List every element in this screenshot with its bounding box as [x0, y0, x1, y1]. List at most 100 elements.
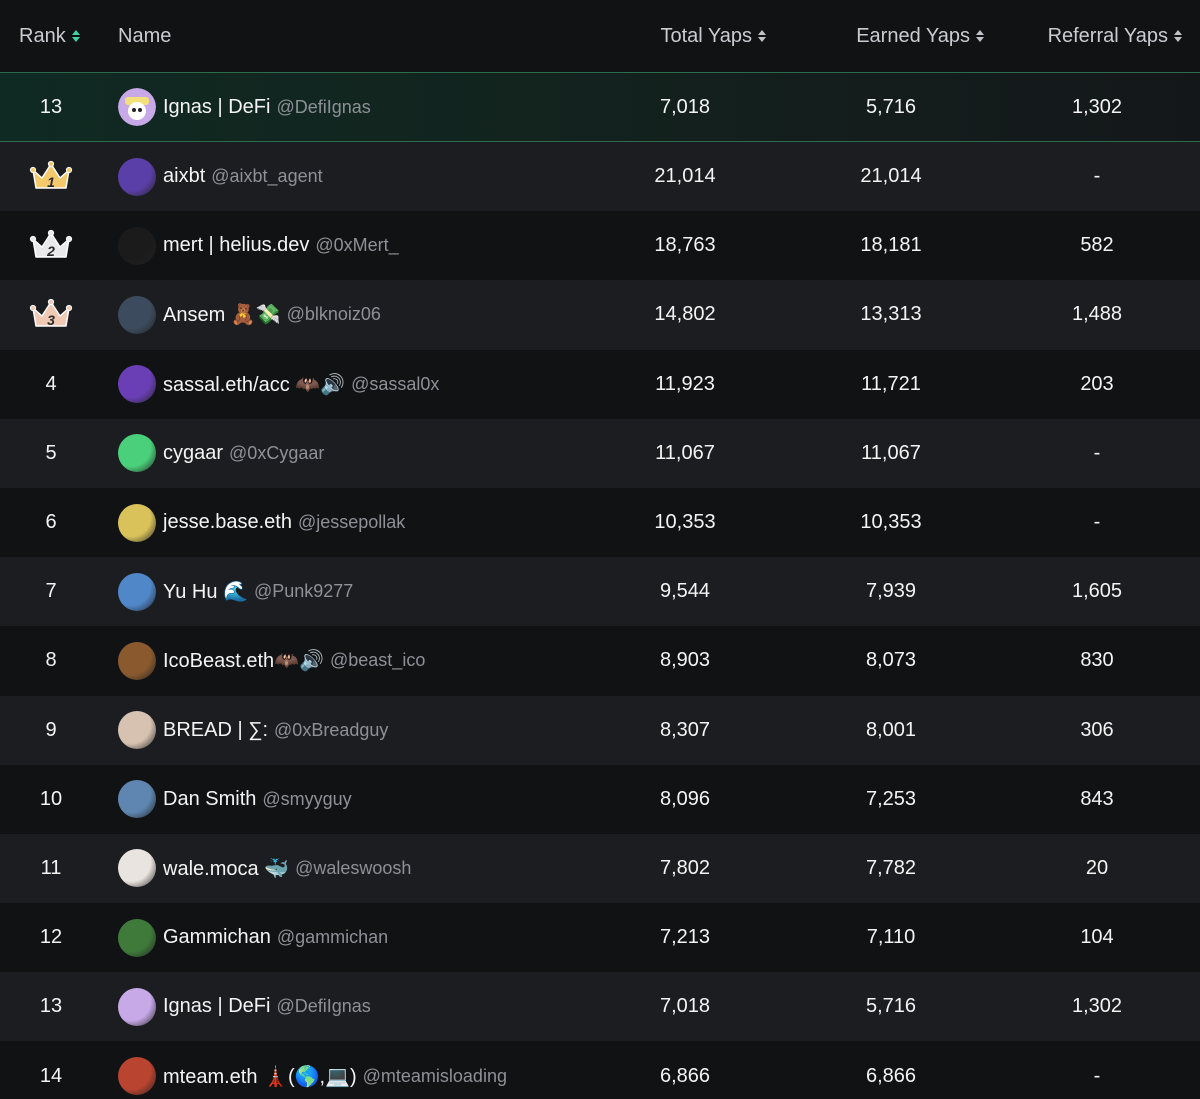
rank-number: 6: [45, 511, 57, 534]
total-yaps-column-header[interactable]: Total Yaps: [622, 25, 766, 48]
display-name[interactable]: cygaar: [163, 441, 224, 464]
display-name[interactable]: mert | helius.dev: [163, 234, 310, 257]
current-user-row[interactable]: 13 Ignas | DeFi @DefiIgnas 7,018 5,716 1…: [0, 73, 1200, 142]
earned-yaps-value: 7,939: [865, 580, 917, 603]
total-yaps-cell: 9,544: [582, 580, 788, 603]
avatar: [118, 295, 156, 334]
display-name[interactable]: Ignas | DeFi: [163, 95, 271, 118]
sort-icon[interactable]: [71, 30, 80, 42]
display-name[interactable]: IcoBeast.eth🦇🔊: [163, 650, 324, 673]
referral-yaps-cell: 582: [994, 234, 1200, 257]
display-name[interactable]: sassal.eth/acc 🦇🔊: [163, 373, 346, 396]
table-row[interactable]: 5 cygaar @0xCygaar 11,067 11,067 -: [0, 418, 1200, 488]
user-handle[interactable]: @gammichan: [276, 927, 389, 948]
crown-icon: 2: [29, 229, 73, 259]
user-handle[interactable]: @Punk9277: [253, 581, 354, 602]
referral-yaps-column-header[interactable]: Referral Yaps: [984, 25, 1194, 48]
display-name[interactable]: BREAD | ∑:: [163, 718, 269, 741]
crown-icon: 3: [29, 298, 73, 328]
display-name[interactable]: jesse.base.eth: [163, 511, 292, 534]
total-yaps-cell: 7,802: [582, 857, 788, 880]
user-handle[interactable]: @jessepollak: [297, 512, 406, 533]
display-name[interactable]: Ignas | DeFi: [163, 995, 271, 1018]
earned-yaps-cell: 8,073: [788, 649, 994, 672]
table-row[interactable]: 10 Dan Smith @smyyguy 8,096 7,253 843: [0, 764, 1200, 834]
table-row[interactable]: 11 wale.moca 🐳 @waleswoosh 7,802 7,782 20: [0, 833, 1200, 904]
user-handle[interactable]: @blknoiz06: [286, 304, 381, 325]
earned-yaps-cell: 6,866: [788, 1065, 994, 1088]
rank-number: 13: [39, 95, 63, 118]
table-row[interactable]: 2 mert | helius.dev @0xMert_ 18,763 18,181 58…: [0, 211, 1200, 281]
user-handle[interactable]: @smyyguy: [262, 788, 352, 809]
user-handle[interactable]: @waleswoosh: [295, 857, 412, 878]
earned-yaps-column-header[interactable]: Earned Yaps: [766, 25, 984, 48]
user-handle[interactable]: @aixbt_agent: [211, 166, 323, 187]
user-handle[interactable]: @sassal0x: [351, 373, 440, 394]
total-yaps-value: 8,903: [659, 649, 711, 672]
display-name[interactable]: Dan Smith: [163, 787, 257, 810]
total-yaps-cell: 7,213: [582, 926, 788, 949]
earned-yaps-cell: 7,782: [788, 857, 994, 880]
referral-yaps-value: 104: [1080, 926, 1114, 949]
rank-number: 3: [47, 312, 55, 328]
name-cell: Yu Hu 🌊 @Punk9277: [102, 572, 582, 611]
name-cell: sassal.eth/acc 🦇🔊 @sassal0x: [102, 365, 582, 404]
user-handle[interactable]: @DefiIgnas: [276, 96, 371, 117]
table-row[interactable]: 9 BREAD | ∑: @0xBreadguy 8,307 8,001 306: [0, 695, 1200, 765]
earned-yaps-cell: 7,939: [788, 580, 994, 603]
table-row[interactable]: 3 Ansem 🧸💸 @blknoiz06 14,802 13,313 1,488: [0, 280, 1200, 350]
display-name[interactable]: Yu Hu 🌊: [163, 581, 248, 604]
referral-header-label: Referral Yaps: [1047, 24, 1168, 47]
referral-yaps-value: 1,302: [1071, 995, 1123, 1018]
display-name[interactable]: aixbt: [163, 165, 206, 188]
rank-number: 11: [40, 856, 62, 879]
display-name[interactable]: wale.moca 🐳: [163, 857, 290, 880]
name-column-header: Name: [102, 25, 622, 48]
referral-yaps-value: 1,302: [1071, 95, 1123, 118]
total-yaps-cell: 21,014: [582, 165, 788, 188]
total-yaps-value: 9,544: [659, 580, 711, 603]
referral-yaps-value: 1,488: [1071, 303, 1123, 326]
rank-column-header[interactable]: Rank: [0, 25, 102, 48]
user-handle[interactable]: @0xBreadguy: [274, 719, 389, 740]
user-handle[interactable]: @DefiIgnas: [276, 996, 371, 1017]
referral-yaps-value: 830: [1080, 649, 1114, 672]
table-row[interactable]: 1 aixbt @aixbt_agent 21,014 21,014 -: [0, 142, 1200, 212]
table-row[interactable]: 7 Yu Hu 🌊 @Punk9277 9,544 7,939 1,605: [0, 557, 1200, 627]
table-row[interactable]: 8 IcoBeast.eth🦇🔊 @beast_ico 8,903 8,073 830: [0, 626, 1200, 696]
referral-yaps-value: -: [1093, 511, 1101, 534]
total-yaps-cell: 8,307: [582, 719, 788, 742]
user-handle[interactable]: @mteamisloading: [362, 1065, 507, 1086]
total-yaps-cell: 14,802: [582, 303, 788, 326]
display-name[interactable]: Gammichan: [163, 926, 271, 949]
total-yaps-cell: 8,903: [582, 649, 788, 672]
total-yaps-value: 7,018: [659, 95, 711, 118]
earned-yaps-cell: 21,014: [788, 165, 994, 188]
table-row[interactable]: 4 sassal.eth/acc 🦇🔊 @sassal0x 11,923 11,721 2…: [0, 349, 1200, 419]
earned-yaps-value: 5,716: [865, 995, 917, 1018]
earned-yaps-cell: 18,181: [788, 234, 994, 257]
table-row[interactable]: 14 mteam.eth 🗼(🌎,💻) @mteamisloading 6,866 6,…: [0, 1041, 1200, 1099]
sort-icon[interactable]: [976, 30, 984, 42]
total-yaps-cell: 11,067: [582, 442, 788, 465]
user-handle[interactable]: @beast_ico: [330, 650, 426, 671]
rank-cell: 6: [0, 511, 102, 534]
name-cell: BREAD | ∑: @0xBreadguy: [102, 711, 582, 750]
table-row[interactable]: 12 Gammichan @gammichan 7,213 7,110 104: [0, 903, 1200, 973]
sort-icon[interactable]: [758, 30, 766, 42]
earned-yaps-cell: 7,110: [788, 926, 994, 949]
table-row[interactable]: 6 jesse.base.eth @jessepollak 10,353 10,353 -: [0, 487, 1200, 558]
user-handle[interactable]: @0xMert_: [315, 235, 399, 256]
rank-cell: 5: [0, 442, 102, 465]
earned-yaps-value: 8,001: [865, 718, 917, 741]
referral-yaps-cell: 843: [994, 788, 1200, 811]
display-name[interactable]: mteam.eth 🗼(🌎,💻): [163, 1065, 357, 1088]
total-yaps-value: 14,802: [654, 303, 716, 326]
sort-icon[interactable]: [1174, 30, 1182, 42]
earned-yaps-value: 11,067: [861, 441, 921, 464]
earned-yaps-cell: 5,716: [788, 995, 994, 1018]
table-row[interactable]: 13 Ignas | DeFi @DefiIgnas 7,018 5,716 1,302: [0, 972, 1200, 1042]
display-name[interactable]: Ansem 🧸💸: [163, 304, 281, 327]
user-handle[interactable]: @0xCygaar: [229, 442, 325, 463]
